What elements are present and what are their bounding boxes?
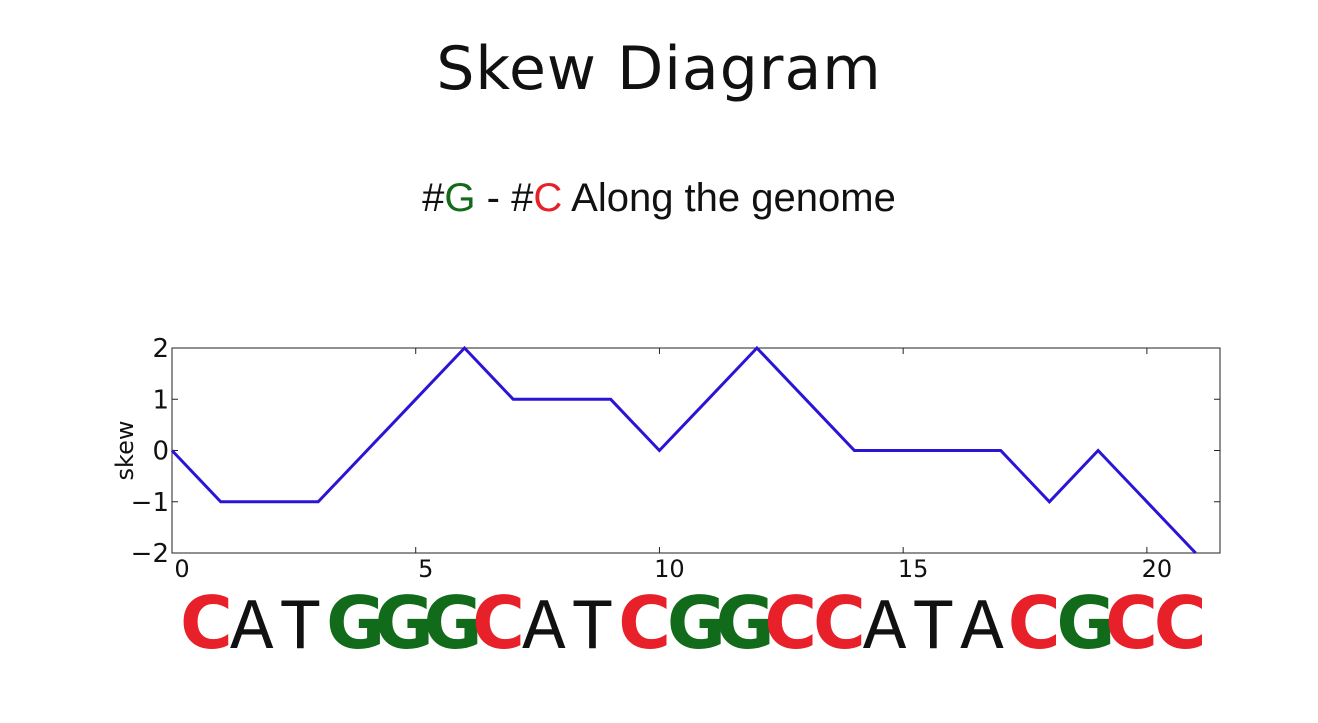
y-tick-label: −1 (131, 488, 169, 518)
base-t: T (278, 588, 322, 670)
base-c: C (472, 581, 525, 665)
y-tick-label: −2 (131, 539, 169, 569)
base-a: A (522, 588, 566, 670)
x-tick-label: 5 (418, 555, 433, 583)
plot-frame (171, 347, 1221, 554)
base-c: C (812, 581, 866, 665)
x-tick-label: 0 (174, 555, 189, 583)
skew-line (170, 345, 1197, 555)
y-axis-label: skew (111, 421, 139, 481)
base-c: C (1153, 581, 1207, 665)
base-g: G (715, 581, 775, 665)
base-c: C (618, 581, 672, 665)
base-a: A (863, 588, 907, 670)
x-tick-label: 10 (654, 555, 685, 583)
subtitle-g-letter: G (444, 176, 476, 220)
x-tick-label: 15 (898, 555, 929, 583)
base-c: C (180, 581, 233, 665)
base-g: G (666, 581, 726, 665)
subtitle-c-letter: C (533, 176, 563, 220)
base-g: G (374, 581, 434, 665)
y-tick-label: 0 (152, 437, 169, 467)
x-tick-label: 20 (1142, 555, 1173, 583)
base-c: C (1105, 581, 1158, 665)
base-a: A (230, 588, 274, 670)
subtitle-separator: - # (475, 176, 534, 220)
y-tick-label: 1 (152, 385, 169, 415)
slide-subtitle: #G - #C Along the genome (0, 176, 1318, 221)
base-c: C (1007, 581, 1061, 665)
base-g: G (1056, 581, 1116, 665)
subtitle-rest: Along the genome (562, 176, 896, 220)
base-t: T (570, 588, 615, 670)
base-g: G (326, 581, 386, 665)
base-t: T (911, 588, 955, 670)
base-g: G (423, 581, 483, 665)
base-a: A (960, 588, 1004, 670)
y-tick-label: 2 (152, 334, 169, 364)
slide-title: Skew Diagram (436, 34, 882, 104)
subtitle-hash-g: # (422, 176, 445, 220)
base-c: C (764, 581, 818, 665)
